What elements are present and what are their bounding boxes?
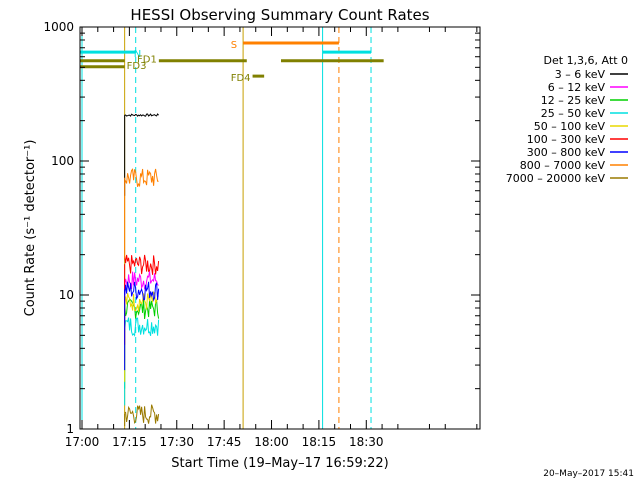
y-tick-label-1: 10 [59,288,74,302]
plot-frame [79,26,481,430]
x-axis-label: Start Time (19–May–17 16:59:22) [171,456,388,471]
legend-label-3: 25 – 50 keV [541,107,606,120]
legend-label-7: 800 – 7000 keV [520,159,606,172]
series-line-6 [124,281,160,302]
x-tick-label-3: 17:45 [207,435,242,449]
series-line-5 [124,254,160,275]
plot-area [81,27,372,429]
legend-label-0: 3 – 6 keV [555,68,606,81]
flag-label-n: N [134,49,141,60]
series-line-0 [124,113,159,117]
y-axis-label: Count Rate (s⁻¹ detector⁻¹) [23,140,38,317]
flag-label-s: S [231,40,237,51]
y-tick-label-0: 1 [66,422,74,436]
series-line-8 [124,404,160,425]
x-tick-label-2: 17:30 [159,435,194,449]
legend-label-8: 7000 – 20000 keV [506,172,606,185]
series-lines [124,113,160,427]
x-tick-label-0: 17:00 [65,435,100,449]
flag-label-fd3: FD3 [127,61,147,72]
y-axis-ticks: 1 10 100 1000 [43,20,480,436]
legend-label-4: 50 – 100 keV [534,120,606,133]
series-line-4 [124,290,160,312]
series-line-7 [124,168,159,188]
x-tick-label-6: 18:30 [349,435,384,449]
x-axis-ticks: 17:00 17:15 17:30 17:45 18:00 18:15 18:30 [65,27,478,449]
flag-label-fd1: FD1 [137,55,157,66]
x-tick-label-5: 18:15 [302,435,337,449]
chart-title: HESSI Observing Summary Count Rates [130,6,429,24]
legend-label-2: 12 – 25 keV [541,94,606,107]
x-tick-label-4: 18:00 [254,435,289,449]
legend-label-5: 100 – 300 keV [527,133,606,146]
legend-label-6: 300 – 800 keV [527,146,606,159]
flag-label-fd4: FD4 [231,73,251,84]
y-tick-label-3: 1000 [43,20,74,34]
y-tick-label-2: 100 [51,154,74,168]
date-stamp: 20–May–2017 15:41 [543,469,634,479]
series-line-1 [124,271,159,291]
series-line-3 [124,317,160,337]
x-tick-label-1: 17:15 [112,435,147,449]
legend-title: Det 1,3,6, Att 0 [544,54,628,67]
legend-label-1: 6 – 12 keV [548,81,606,94]
